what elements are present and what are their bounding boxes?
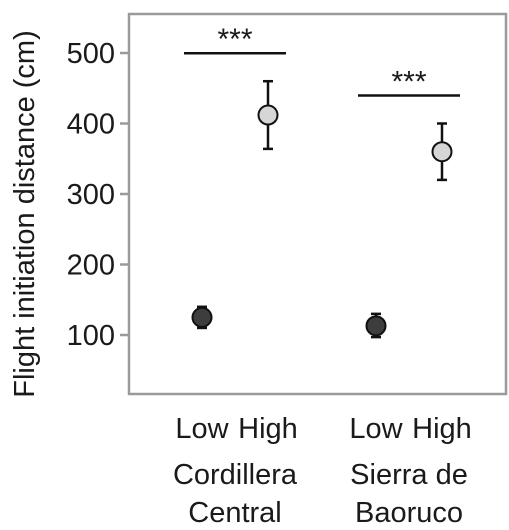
y-tick-label: 300 xyxy=(67,179,115,211)
x-axis-labels: Low High Cordillera Central Low High Sierra de… xyxy=(173,413,472,529)
significance-label: *** xyxy=(391,66,426,99)
y-tick-label: 400 xyxy=(67,109,115,141)
data-point xyxy=(257,104,279,126)
x-category-label: High xyxy=(238,413,298,445)
y-tick-label: 200 xyxy=(67,250,115,282)
x-group-label: Baoruco xyxy=(355,497,463,529)
data-point xyxy=(191,306,213,328)
data-point xyxy=(431,141,453,163)
y-axis-title: Flight initiation distance (cm) xyxy=(9,30,41,397)
plot-frame xyxy=(127,12,508,396)
x-group-label: Cordillera xyxy=(173,459,298,491)
x-group-label: Central xyxy=(188,497,282,529)
significance-label: *** xyxy=(217,23,252,56)
chart-marks: *** *** xyxy=(184,23,460,339)
y-tick-label: 100 xyxy=(67,320,115,352)
y-tick-label: 500 xyxy=(67,38,115,70)
x-category-label: Low xyxy=(349,413,403,445)
x-category-label: High xyxy=(412,413,472,445)
y-axis: 100 200 300 400 500 xyxy=(67,38,129,352)
x-category-label: Low xyxy=(175,413,229,445)
x-group-label: Sierra de xyxy=(350,459,468,491)
data-point xyxy=(365,315,387,337)
